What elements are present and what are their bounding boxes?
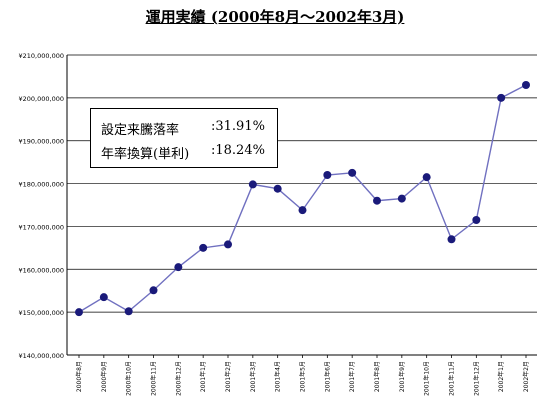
y-tick-label: ¥170,000,000	[19, 223, 65, 231]
x-tick-label: 2001年4月	[274, 361, 282, 392]
data-point	[522, 81, 530, 89]
x-tick-label: 2001年11月	[448, 361, 456, 396]
x-tick-label: 2001年5月	[299, 361, 307, 392]
x-tick-label: 2001年3月	[249, 361, 257, 392]
series-markers	[75, 81, 530, 317]
data-point	[224, 240, 232, 249]
x-tick-label: 2001年8月	[373, 361, 381, 392]
y-tick-label: ¥210,000,000	[19, 52, 65, 60]
axes	[66, 55, 537, 358]
y-tick-label: ¥150,000,000	[19, 309, 65, 317]
x-tick-label: 2001年12月	[472, 361, 480, 396]
data-point	[472, 216, 481, 224]
y-tick-labels: ¥140,000,000 ¥150,000,000 ¥160,000,000 ¥170…	[19, 52, 65, 360]
data-point	[149, 286, 158, 295]
data-point	[174, 263, 183, 272]
data-point	[373, 196, 381, 205]
x-tick-label: 2001年6月	[323, 361, 331, 392]
stat-label: 設定来騰落率	[101, 123, 180, 138]
x-tick-label: 2000年11月	[150, 361, 158, 396]
y-tick-label: ¥160,000,000	[19, 266, 65, 274]
data-point	[248, 180, 257, 189]
x-tick-label: 2001年10月	[423, 361, 431, 396]
x-tick-label: 2001年1月	[199, 361, 207, 392]
x-tick-label: 2001年2月	[224, 361, 232, 392]
gridlines	[67, 54, 537, 356]
data-point	[348, 168, 357, 177]
x-tick-labels: 2000年8月 2000年9月 2000年10月 2000年11月 2000年12月 20…	[75, 361, 530, 396]
stat-cumulative-return: 設定来騰落率 :31.91%	[101, 119, 265, 138]
y-tick-label: ¥200,000,000	[19, 95, 65, 103]
data-point	[75, 308, 83, 317]
y-tick-label: ¥180,000,000	[19, 181, 65, 189]
stat-annualized-return: 年率換算(単利) :18.24%	[101, 143, 265, 162]
stat-value: :31.91%	[211, 119, 265, 134]
data-point	[323, 171, 332, 179]
y-tick-label: ¥140,000,000	[19, 352, 65, 360]
data-point	[124, 307, 133, 316]
x-tick-label: 2000年8月	[75, 361, 83, 392]
data-point	[298, 206, 307, 215]
x-tick-label: 2002年1月	[497, 361, 505, 392]
data-point	[422, 173, 431, 182]
data-point	[447, 235, 456, 244]
chart-title: 運用実績 (2000年8月～2002年3月)	[145, 8, 405, 26]
data-point	[273, 184, 282, 193]
stat-value: :18.24%	[211, 143, 265, 158]
stat-label: 年率換算(単利)	[101, 147, 190, 162]
stats-box: 設定来騰落率 :31.91% 年率換算(単利) :18.24%	[90, 108, 278, 168]
x-tick-label: 2000年10月	[125, 361, 133, 396]
data-point	[397, 194, 406, 203]
x-tick-label: 2000年9月	[100, 361, 108, 392]
data-point	[99, 293, 108, 302]
x-tick-label: 2000年12月	[174, 361, 182, 396]
data-point	[497, 93, 506, 102]
x-tick-label: 2001年9月	[398, 361, 406, 392]
x-tick-label: 2001年7月	[348, 361, 356, 392]
x-tick-label: 2002年2月	[522, 361, 530, 392]
y-tick-label: ¥190,000,000	[19, 138, 65, 146]
data-point	[199, 243, 208, 252]
